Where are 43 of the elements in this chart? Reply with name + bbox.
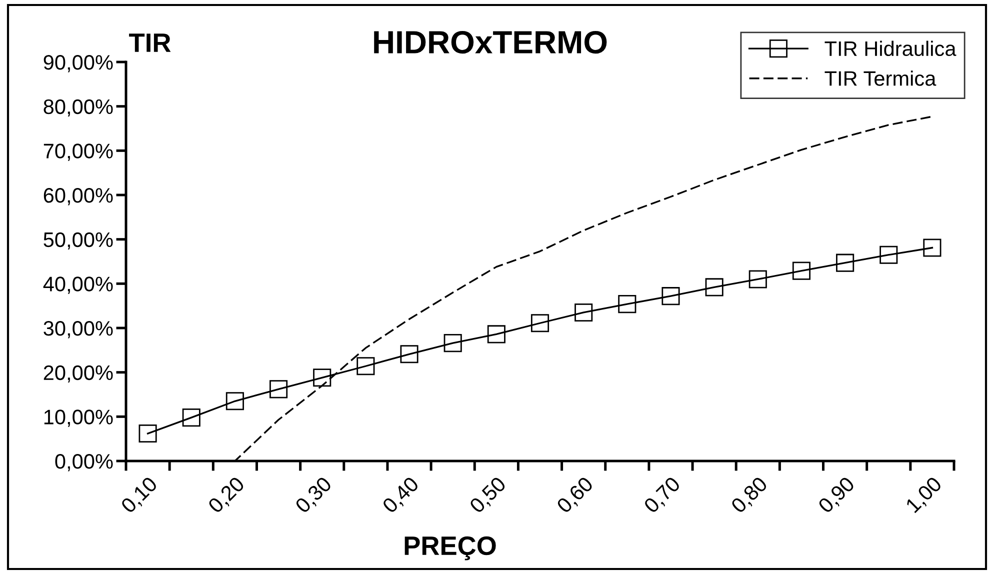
- point: [487, 325, 506, 344]
- point: [400, 345, 418, 364]
- y-axis-title: TIR: [129, 34, 171, 52]
- y-tick-label: 0,00%: [55, 454, 113, 472]
- x-tick-label: 0,50: [468, 476, 508, 516]
- y-tick-label: 30,00%: [44, 321, 113, 338]
- point: [880, 246, 898, 264]
- y-tick-label: 10,00%: [44, 410, 113, 427]
- y-tick-label: 80,00%: [44, 99, 113, 117]
- point: [530, 314, 550, 332]
- x-tick-label: 0,70: [643, 476, 683, 516]
- point: [662, 287, 680, 306]
- x-tick-label: 0,80: [730, 476, 770, 516]
- point: [270, 380, 288, 398]
- legend-label: TIR Termica: [824, 70, 936, 86]
- point: [313, 368, 332, 387]
- point: [226, 392, 244, 410]
- y-tick-label: 20,00%: [44, 365, 113, 383]
- point: [618, 295, 636, 314]
- point: [748, 270, 767, 288]
- point: [138, 424, 157, 443]
- x-tick-label: 0,30: [294, 476, 334, 516]
- y-tick-label: 70,00%: [44, 144, 113, 161]
- x-tick-label: 0,90: [817, 476, 858, 516]
- x-axis-title: PREÇO: [404, 536, 496, 560]
- point: [356, 357, 375, 376]
- point: [705, 278, 724, 296]
- y-tick-label: 90,00%: [44, 55, 113, 72]
- point: [444, 334, 462, 352]
- x-tick-label: 0,20: [207, 476, 247, 516]
- chart-title: HIDROxTERMO: [374, 30, 607, 54]
- point: [923, 238, 942, 257]
- x-tick-label: 0,40: [382, 476, 422, 516]
- x-tick-label: 0,60: [556, 476, 596, 516]
- y-tick-label: 50,00%: [44, 232, 113, 250]
- y-tick-label: 60,00%: [44, 188, 113, 206]
- legend-label: TIR Hidraulica: [824, 40, 956, 56]
- point: [792, 262, 810, 280]
- y-tick-label: 40,00%: [43, 276, 113, 294]
- point: [574, 303, 593, 322]
- x-tick-label: 0,10: [120, 476, 160, 516]
- point: [182, 408, 200, 427]
- point: [836, 254, 854, 272]
